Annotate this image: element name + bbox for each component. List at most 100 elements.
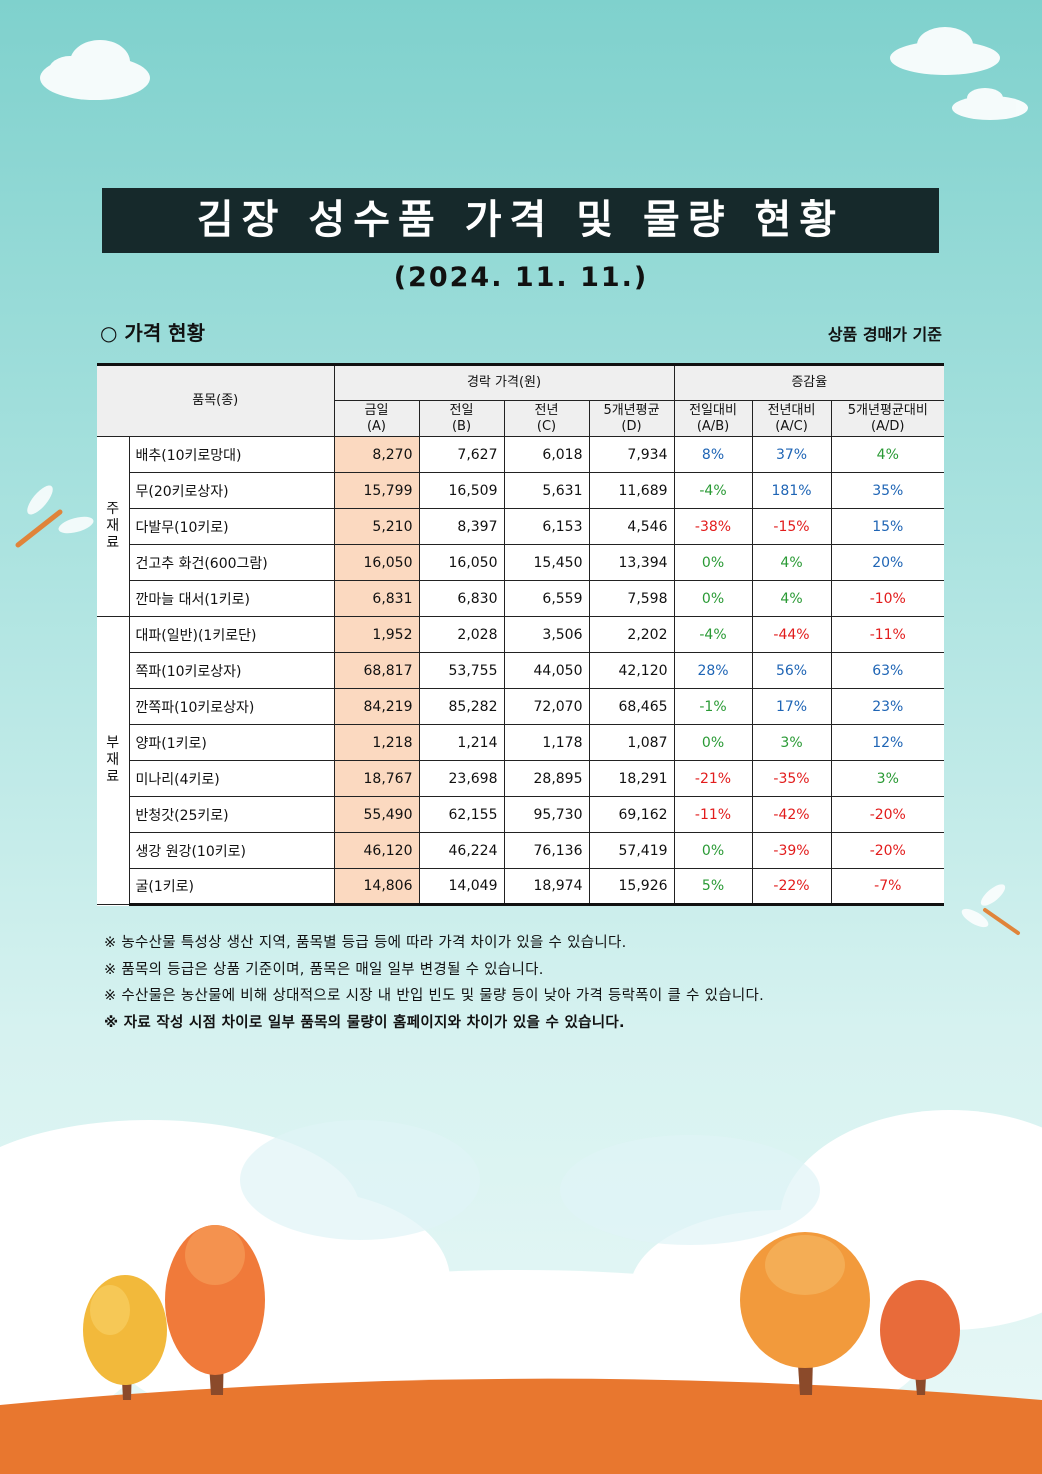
price-a: 5,210: [333, 508, 420, 545]
report-date: (2024. 11. 11.): [393, 262, 649, 293]
item-name: 건고추 화건(600그람): [129, 544, 335, 581]
rate-ad: 15%: [830, 508, 945, 545]
table-row: 양파(1키로) 1,218 1,214 1,178 1,087 0% 3% 12%: [97, 724, 945, 761]
price-d: 2,202: [588, 616, 675, 653]
price-a: 8,270: [333, 436, 420, 473]
price-b: 62,155: [418, 796, 505, 833]
item-name: 쪽파(10키로상자): [129, 652, 335, 689]
price-a: 14,806: [333, 868, 420, 906]
rate-ad: 12%: [830, 724, 945, 761]
cloud-icon: [890, 27, 1028, 120]
item-name: 굴(1키로): [129, 868, 335, 906]
header-col-code: (A/B): [696, 418, 730, 434]
price-a: 55,490: [333, 796, 420, 833]
header-col-label: 전년: [534, 402, 559, 418]
price-a: 68,817: [333, 652, 420, 689]
price-b: 6,830: [418, 580, 505, 617]
header-col-code: (A): [366, 418, 387, 434]
price-a: 16,050: [333, 544, 420, 581]
price-b: 85,282: [418, 688, 505, 725]
table-row: 생강 원강(10키로) 46,120 46,224 76,136 57,419 0% -39…: [97, 832, 945, 869]
price-b: 46,224: [418, 832, 505, 869]
rate-ab: -11%: [673, 796, 753, 833]
rate-ac: -39%: [751, 832, 832, 869]
item-name: 배추(10키로망대): [128, 436, 335, 473]
item-name: 다발무(10키로): [129, 508, 335, 545]
rate-ac: 37%: [751, 436, 832, 473]
header-col-code: (D): [621, 418, 642, 434]
group-label-char: 주: [106, 501, 120, 517]
header-col-3: 5개년평균 (D): [588, 400, 675, 437]
price-b: 16,050: [418, 544, 505, 581]
footnotes: ※ 농수산물 특성상 생산 지역, 품목별 등급 등에 따라 가격 차이가 있을…: [104, 930, 764, 1036]
rate-ad: -7%: [830, 868, 945, 906]
item-name: 깐쪽파(10키로상자): [129, 688, 335, 725]
page-title: 김장 성수품 가격 및 물량 현황: [102, 188, 939, 253]
rate-ab: -38%: [673, 508, 753, 545]
price-b: 23,698: [418, 760, 505, 797]
header-col-4: 전일대비 (A/B): [673, 400, 753, 437]
header-col-label: 5개년평균대비: [847, 402, 928, 418]
footnote: ※ 수산물은 농산물에 비해 상대적으로 시장 내 반입 빈도 및 물량 등이 …: [104, 988, 765, 1004]
rate-ad: -20%: [830, 796, 945, 833]
table-row: 깐쪽파(10키로상자) 84,219 85,282 72,070 68,465 -1% 17…: [97, 688, 945, 725]
header-col-code: (B): [451, 418, 472, 434]
price-b: 14,049: [418, 868, 505, 906]
item-name: 미나리(4키로): [129, 760, 335, 797]
tree-icon: [740, 1232, 870, 1395]
price-b: 1,214: [418, 724, 505, 761]
price-d: 57,419: [588, 832, 675, 869]
item-name: 생강 원강(10키로): [129, 832, 335, 869]
item-name: 반청갓(25키로): [129, 796, 335, 833]
price-a: 18,767: [333, 760, 420, 797]
price-c: 15,450: [503, 544, 590, 581]
section-title: ○ 가격 현황: [100, 321, 205, 345]
rate-ac: 56%: [751, 652, 832, 689]
rate-ac: -42%: [751, 796, 832, 833]
price-d: 15,926: [588, 868, 675, 906]
rate-ab: 28%: [673, 652, 753, 689]
footnote: ※ 품목의 등급은 상품 기준이며, 품목은 매일 일부 변경될 수 있습니다.: [104, 961, 544, 978]
price-c: 95,730: [503, 796, 590, 833]
header-col-1: 전일 (B): [418, 400, 505, 437]
price-c: 6,559: [503, 580, 590, 617]
item-name: 깐마늘 대서(1키로): [129, 580, 335, 617]
price-c: 5,631: [503, 472, 590, 509]
item-name: 양파(1키로): [129, 724, 335, 761]
rate-ac: 181%: [751, 472, 832, 509]
rate-ab: -4%: [673, 616, 753, 653]
rate-ad: -11%: [830, 616, 945, 653]
price-a: 15,799: [333, 472, 420, 509]
header-col-label: 전년대비: [767, 402, 816, 418]
rate-ab: 0%: [673, 544, 753, 581]
group-label-char: 재: [106, 752, 120, 768]
table-row: 건고추 화건(600그람) 16,050 16,050 15,450 13,394 0% 4…: [97, 544, 945, 581]
table-row: 굴(1키로) 14,806 14,049 18,974 15,926 5% -22% -7%: [97, 868, 945, 906]
tree-icon: [165, 1225, 265, 1395]
price-c: 76,136: [503, 832, 590, 869]
table-row: 부 재 료 대파(일반)(1키로단) 1,952 2,028 3,506 2,202 -4% -4…: [97, 616, 945, 905]
price-d: 7,598: [588, 580, 675, 617]
table-header-row: 품목(종) 경락 가격(원) 증감율: [97, 363, 945, 437]
price-d: 1,087: [588, 724, 675, 761]
header-price-group: 경락 가격(원): [333, 363, 675, 401]
table-row: 미나리(4키로) 18,767 23,698 28,895 18,291 -21% -35%…: [97, 760, 945, 797]
rate-ab: 8%: [673, 436, 753, 473]
rate-ab: -21%: [673, 760, 753, 797]
rate-ac: 17%: [751, 688, 832, 725]
price-a: 1,218: [333, 724, 420, 761]
header-item: 품목(종): [97, 363, 335, 437]
rate-ad: 3%: [830, 760, 945, 797]
header-col-code: (A/D): [871, 418, 905, 434]
rate-ad: -20%: [830, 832, 945, 869]
tree-icon: [83, 1275, 167, 1400]
price-d: 7,934: [588, 436, 675, 473]
header-col-label: 금일: [364, 402, 389, 418]
rate-ab: -4%: [673, 472, 753, 509]
rate-ac: -35%: [751, 760, 832, 797]
price-d: 69,162: [588, 796, 675, 833]
footnote: ※ 자료 작성 시점 차이로 일부 품목의 물량이 홈페이지와 차이가 있을 수…: [104, 1014, 625, 1031]
price-c: 28,895: [503, 760, 590, 797]
header-col-code: (A/C): [775, 418, 808, 434]
